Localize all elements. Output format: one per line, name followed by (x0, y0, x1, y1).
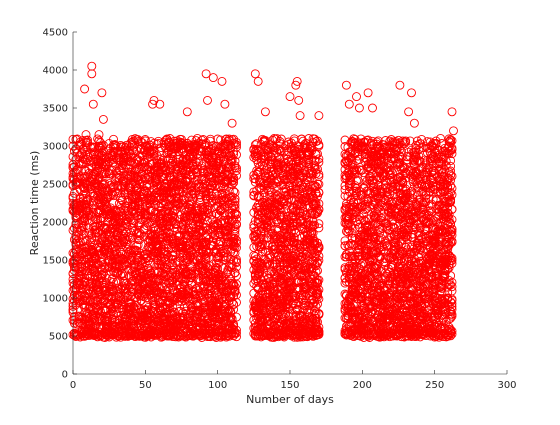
data-point (83, 254, 92, 264)
data-point (91, 254, 101, 264)
data-point (84, 199, 94, 209)
data-point (81, 236, 91, 246)
data-point (74, 264, 84, 274)
data-point (78, 136, 88, 145)
data-point (71, 238, 81, 248)
data-point (84, 208, 94, 218)
data-point (69, 331, 79, 340)
data-point (93, 271, 103, 281)
data-point (72, 134, 82, 144)
data-point (72, 260, 82, 270)
data-point (83, 171, 92, 181)
data-point (74, 246, 84, 256)
data-point (75, 201, 85, 211)
data-point (69, 312, 79, 322)
data-point (90, 248, 100, 258)
data-point (74, 267, 84, 277)
data-point (81, 277, 91, 287)
data-points (68, 61, 458, 342)
data-point (88, 207, 98, 217)
data-point (81, 196, 91, 206)
data-point (72, 223, 82, 233)
data-point (90, 143, 100, 153)
data-point (75, 271, 85, 281)
data-point (80, 302, 90, 312)
data-point (69, 249, 79, 259)
data-point (81, 150, 91, 159)
data-point (91, 180, 101, 190)
